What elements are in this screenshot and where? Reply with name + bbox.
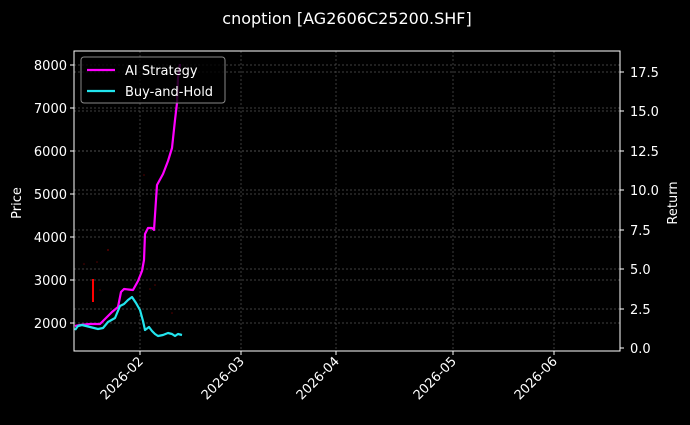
y-tick-left: 5000 [34, 188, 67, 203]
y-axis-left: 8000 7000 6000 5000 4000 3000 2000 [34, 59, 74, 332]
y-tick-right: 0.0 [630, 342, 651, 357]
y-tick-right: 12.5 [630, 145, 659, 160]
y-tick-left: 2000 [34, 317, 67, 332]
y-tick-right: 10.0 [630, 184, 659, 199]
trade-markers [83, 174, 173, 314]
y-tick-right: 7.5 [630, 224, 651, 239]
grid [74, 51, 620, 351]
y-axis-right-label: Return [666, 181, 681, 224]
chart-title: cnoption [AG2606C25200.SHF] [222, 9, 471, 28]
y-tick-left: 6000 [34, 145, 67, 160]
legend-box [80, 56, 226, 104]
legend-label-ai-strategy: AI Strategy [125, 64, 198, 79]
y-tick-right: 17.5 [630, 66, 659, 81]
legend: AI Strategy Buy-and-Hold [80, 56, 226, 104]
series-ai-strategy [74, 63, 182, 328]
y-tick-left: 7000 [34, 102, 67, 117]
y-tick-left: 4000 [34, 231, 67, 246]
y-tick-left: 3000 [34, 274, 67, 289]
legend-label-buy-and-hold: Buy-and-Hold [125, 85, 213, 100]
y-tick-right: 15.0 [630, 105, 659, 120]
y-axis-left-label: Price [10, 187, 25, 219]
plot-frame [73, 50, 621, 352]
y-tick-left: 8000 [34, 59, 67, 74]
y-axis-right: 17.5 15.0 12.5 10.0 7.5 5.0 2.5 0.0 [620, 66, 659, 357]
y-tick-right: 5.0 [630, 263, 651, 278]
series-buy-and-hold [74, 295, 183, 338]
y-tick-right: 2.5 [630, 303, 651, 318]
